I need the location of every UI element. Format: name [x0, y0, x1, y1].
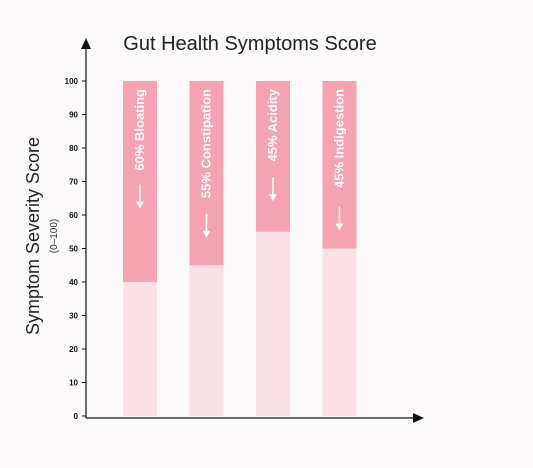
y-tick-label: 0 — [74, 412, 79, 421]
bar-label-acidity: 45% Acidity — [265, 88, 280, 161]
bar-arrow-head — [136, 201, 144, 209]
y-tick-label: 100 — [65, 77, 79, 86]
y-axis-sublabel: (0–100) — [49, 219, 60, 253]
bar-bloating-base — [123, 282, 157, 416]
y-tick-label: 90 — [69, 111, 78, 120]
y-tick-label: 70 — [69, 178, 78, 187]
y-tick-label: 40 — [69, 278, 78, 287]
bar-indigestion-base — [322, 248, 357, 416]
y-axis-arrow — [81, 38, 91, 49]
bar-arrow-head — [335, 223, 344, 231]
y-tick-label: 60 — [69, 211, 78, 220]
y-tick-label: 80 — [69, 144, 78, 153]
bar-arrow-head — [269, 194, 277, 202]
y-axis-label: Symptom Severity Score — [23, 137, 43, 335]
chart-title: Gut Health Symptoms Score — [123, 33, 376, 55]
y-tick-label: 20 — [69, 345, 78, 354]
bar-label-indigestion: 45% Indigestion — [332, 89, 347, 188]
bar-label-bloating: 60% Bloating — [132, 89, 147, 171]
bar-acidity-severity — [256, 81, 290, 232]
y-tick-label: 10 — [69, 379, 78, 388]
y-tick-label: 30 — [69, 312, 78, 321]
bar-acidity-base — [256, 231, 290, 416]
bar-label-constipation: 55% Constipation — [199, 89, 214, 198]
bars-group: 60% Bloating 55% Constipation 45% Acidity 4… — [123, 81, 357, 416]
bar-bloating-severity — [123, 81, 157, 282]
x-axis-arrow — [413, 413, 424, 423]
bar-arrow-head — [202, 230, 211, 238]
y-tick-label: 50 — [69, 245, 78, 254]
bar-constipation-base — [189, 265, 224, 416]
y-ticks-group: 0 10 20 30 40 50 60 70 80 90 100 — [65, 77, 86, 421]
